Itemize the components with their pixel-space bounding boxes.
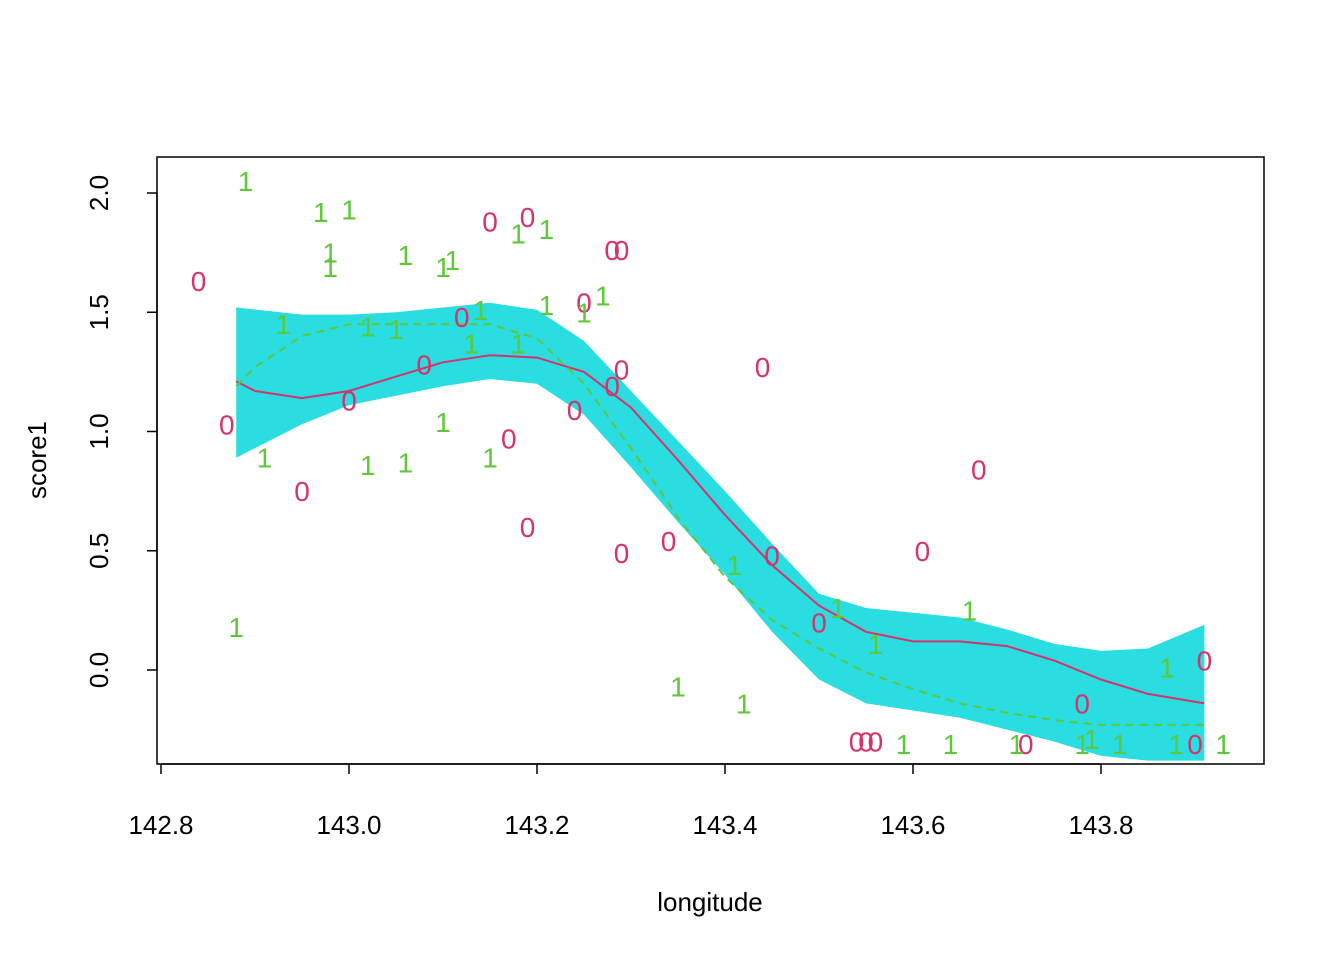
data-point-group-0: 0	[858, 727, 874, 758]
data-point-group-1: 1	[1168, 729, 1184, 760]
data-point-group-1: 1	[435, 407, 451, 438]
data-point-group-1: 1	[360, 312, 376, 343]
data-point-group-0: 0	[811, 607, 827, 638]
data-point-group-1: 1	[896, 729, 912, 760]
data-point-group-1: 1	[727, 550, 743, 581]
x-tick-label: 142.8	[128, 810, 193, 840]
data-point-group-1: 1	[388, 314, 404, 345]
data-point-group-1: 1	[257, 443, 273, 474]
x-tick-label: 143.0	[316, 810, 381, 840]
x-axis-label: longitude	[657, 887, 763, 917]
data-point-group-1: 1	[595, 281, 611, 312]
data-point-group-0: 0	[971, 455, 987, 486]
y-tick-label: 1.0	[84, 413, 114, 449]
data-point-group-1: 1	[830, 593, 846, 624]
data-point-group-1: 1	[398, 240, 414, 271]
data-point-group-1: 1	[943, 729, 959, 760]
data-point-group-0: 0	[764, 541, 780, 572]
x-tick-label: 143.4	[692, 810, 757, 840]
data-point-group-1: 1	[322, 252, 338, 283]
data-point-group-1: 1	[482, 443, 498, 474]
data-point-group-0: 0	[294, 476, 310, 507]
confidence-band-layer	[236, 302, 1205, 761]
y-axis: 0.0 0.5 1.0 1.5 2.0	[84, 175, 158, 688]
x-tick-label: 143.2	[504, 810, 569, 840]
x-tick-label: 143.8	[1068, 810, 1133, 840]
data-point-group-0: 0	[755, 352, 771, 383]
data-point-group-1: 1	[510, 219, 526, 250]
data-point-group-1: 1	[1215, 729, 1231, 760]
fit-line-layer	[235, 323, 1205, 726]
fit-line-group-0	[235, 354, 1205, 705]
y-axis-label: score1	[22, 421, 52, 499]
data-point-group-0: 0	[604, 371, 620, 402]
data-point-group-1: 1	[322, 238, 338, 269]
data-point-group-1: 1	[435, 252, 451, 283]
data-point-group-0: 0	[341, 386, 357, 417]
data-point-group-0: 0	[219, 409, 235, 440]
data-point-group-0: 0	[520, 202, 536, 233]
data-point-group-1: 1	[539, 214, 555, 245]
x-axis: 142.8 143.0 143.2 143.4 143.6 143.8	[128, 763, 1134, 840]
data-point-group-1: 1	[576, 297, 592, 328]
data-point-group-1: 1	[1074, 729, 1090, 760]
data-point-group-1: 1	[360, 450, 376, 481]
data-point-group-1: 1	[228, 612, 244, 643]
data-point-group-1: 1	[473, 295, 489, 326]
data-point-group-0: 0	[482, 207, 498, 238]
data-point-group-1: 1	[1159, 653, 1175, 684]
data-point-group-0: 0	[567, 395, 583, 426]
data-point-group-0: 0	[614, 538, 630, 569]
y-tick-label: 2.0	[84, 175, 114, 211]
data-point-group-1: 1	[463, 328, 479, 359]
data-point-group-0: 0	[849, 727, 865, 758]
data-point-group-1: 1	[341, 195, 357, 226]
data-point-group-0: 0	[614, 235, 630, 266]
data-point-group-1: 1	[1009, 729, 1025, 760]
data-point-group-0: 0	[191, 266, 207, 297]
data-point-group-0: 0	[604, 235, 620, 266]
data-point-group-0: 0	[1187, 729, 1203, 760]
data-point-group-1: 1	[962, 595, 978, 626]
data-point-group-1: 1	[445, 245, 461, 276]
data-point-group-1: 1	[398, 448, 414, 479]
data-point-group-1: 1	[868, 629, 884, 660]
data-point-group-0: 0	[661, 526, 677, 557]
data-point-group-0: 0	[520, 512, 536, 543]
y-tick-label: 0.0	[84, 652, 114, 688]
data-point-group-0: 0	[416, 350, 432, 381]
data-point-group-1: 1	[238, 166, 254, 197]
data-point-group-0: 0	[614, 355, 630, 386]
data-point-group-0: 0	[1197, 646, 1213, 677]
confidence-band	[236, 302, 1205, 761]
data-point-group-0: 0	[915, 536, 931, 567]
data-point-group-0: 0	[576, 288, 592, 319]
data-point-group-0: 0	[1018, 729, 1034, 760]
data-point-group-1: 1	[510, 328, 526, 359]
y-tick-label: 1.5	[84, 294, 114, 330]
y-tick-label: 0.5	[84, 533, 114, 569]
fit-line-group-1	[235, 323, 1205, 726]
data-point-group-0: 0	[868, 727, 884, 758]
x-tick-label: 143.6	[880, 810, 945, 840]
data-point-group-1: 1	[736, 688, 752, 719]
data-point-group-0: 0	[1074, 688, 1090, 719]
data-point-group-1: 1	[275, 309, 291, 340]
data-point-group-1: 1	[1084, 724, 1100, 755]
data-point-group-1: 1	[313, 197, 329, 228]
data-point-group-1: 1	[670, 672, 686, 703]
data-point-group-0: 0	[454, 302, 470, 333]
data-point-group-1: 1	[539, 290, 555, 321]
data-point-group-1: 1	[1112, 729, 1128, 760]
data-point-group-0: 0	[501, 424, 517, 455]
